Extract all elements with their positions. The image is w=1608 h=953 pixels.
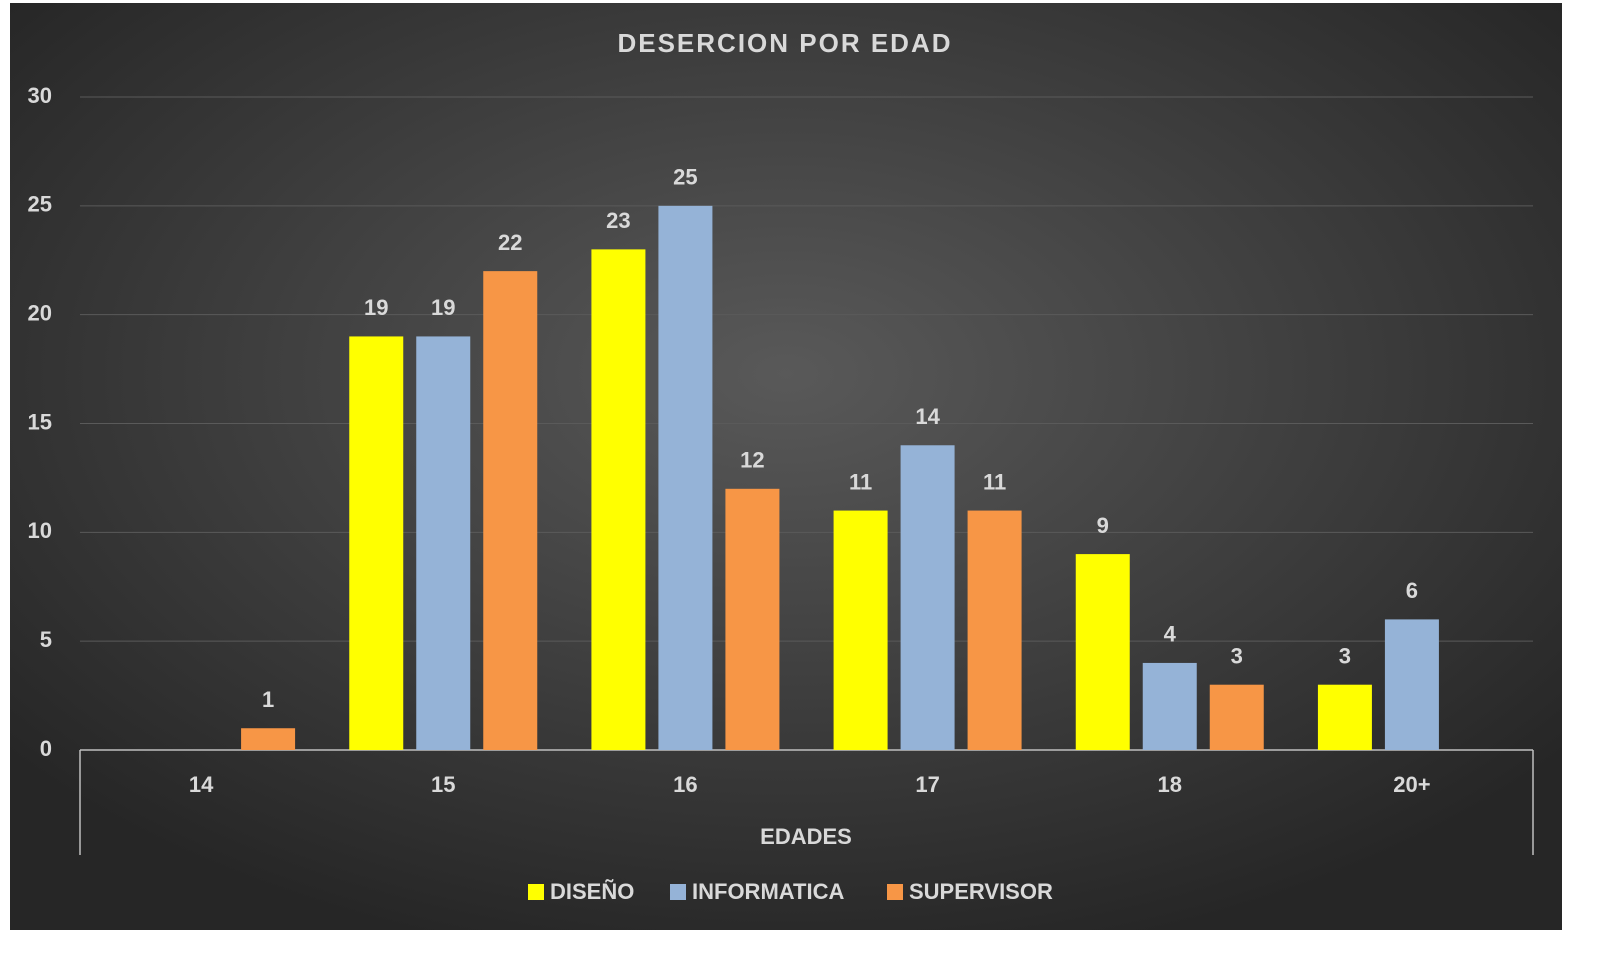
bar bbox=[591, 249, 646, 750]
legend-swatch bbox=[887, 884, 903, 900]
x-axis-title: EDADES bbox=[760, 824, 852, 849]
data-label: 23 bbox=[606, 208, 630, 233]
bar bbox=[725, 488, 780, 750]
bar bbox=[1075, 554, 1130, 750]
data-label: 19 bbox=[431, 295, 455, 320]
data-label: 22 bbox=[498, 230, 522, 255]
data-label: 6 bbox=[1406, 578, 1418, 603]
y-tick-label: 5 bbox=[40, 627, 52, 652]
legend-swatch bbox=[528, 884, 544, 900]
bar bbox=[658, 205, 713, 751]
bar bbox=[483, 271, 538, 750]
legend-swatch bbox=[670, 884, 686, 900]
x-tick-label: 14 bbox=[189, 772, 214, 797]
bar bbox=[900, 445, 955, 750]
bar bbox=[241, 728, 296, 750]
bar bbox=[349, 336, 404, 750]
bar bbox=[1142, 662, 1197, 750]
bar bbox=[1384, 619, 1439, 750]
x-tick-label: 20+ bbox=[1393, 772, 1430, 797]
x-tick-label: 17 bbox=[915, 772, 939, 797]
data-label: 19 bbox=[364, 295, 388, 320]
x-tick-label: 15 bbox=[431, 772, 455, 797]
legend-label: INFORMATICA bbox=[692, 879, 844, 904]
y-tick-label: 20 bbox=[28, 300, 52, 325]
y-tick-label: 10 bbox=[28, 518, 52, 543]
bar bbox=[416, 336, 471, 750]
x-tick-label: 18 bbox=[1158, 772, 1182, 797]
bar bbox=[1209, 684, 1264, 750]
bar bbox=[1317, 684, 1372, 750]
bar bbox=[833, 510, 888, 750]
x-tick-label: 16 bbox=[673, 772, 697, 797]
legend-label: SUPERVISOR bbox=[909, 879, 1053, 904]
chart-background bbox=[10, 3, 1562, 930]
data-label: 12 bbox=[740, 448, 764, 473]
data-label: 9 bbox=[1097, 513, 1109, 538]
legend-label: DISEÑO bbox=[550, 879, 634, 904]
data-label: 11 bbox=[983, 469, 1006, 494]
data-label: 25 bbox=[673, 165, 697, 190]
y-tick-label: 15 bbox=[28, 409, 52, 434]
chart-title: DESERCION POR EDAD bbox=[617, 28, 952, 58]
data-label: 11 bbox=[849, 469, 872, 494]
data-label: 3 bbox=[1231, 644, 1243, 669]
y-tick-label: 25 bbox=[28, 192, 52, 217]
data-label: 3 bbox=[1339, 644, 1351, 669]
y-tick-label: 0 bbox=[40, 736, 52, 761]
y-tick-label: 30 bbox=[28, 83, 52, 108]
data-label: 4 bbox=[1164, 622, 1177, 647]
bar bbox=[967, 510, 1022, 750]
data-label: 1 bbox=[262, 687, 274, 712]
data-label: 14 bbox=[915, 404, 940, 429]
